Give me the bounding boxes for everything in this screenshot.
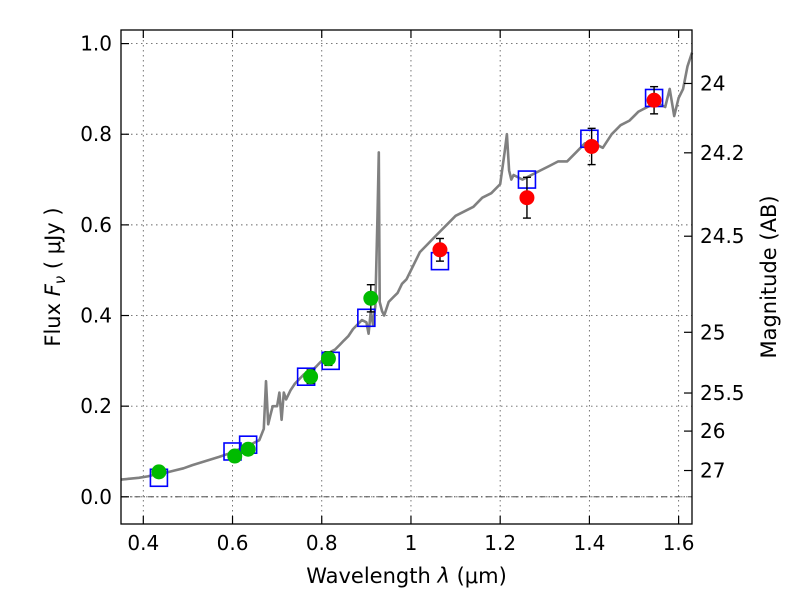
magnitude-tick-label: 24.2 <box>700 141 745 165</box>
labels-layer: Wavelength λ (μm) Flux Fν ( μJy ) Magnit… <box>41 195 781 588</box>
photometry-point <box>584 138 600 154</box>
photometry-point <box>519 190 535 206</box>
x-tick-label: 1 <box>405 531 418 555</box>
magnitude-tick-label: 26 <box>700 419 725 443</box>
photometry-point <box>432 242 448 258</box>
photometry-point <box>303 369 319 385</box>
y-tick-label: 0.4 <box>80 304 112 328</box>
y-tick-label: 0.2 <box>80 394 112 418</box>
spectrum-line <box>120 52 694 481</box>
right-axis-label: Magnitude (AB) <box>757 195 781 358</box>
y-tick-label: 1.0 <box>80 32 112 56</box>
plot-frame <box>120 29 693 525</box>
magnitude-tick-label: 25.5 <box>700 381 745 405</box>
x-axis-label: Wavelength λ (μm) <box>306 564 507 588</box>
photometry-point <box>240 441 256 457</box>
x-tick-label: 1.6 <box>663 531 695 555</box>
photometry-point <box>151 464 167 480</box>
x-tick-label: 0.6 <box>217 531 249 555</box>
magnitude-tick-label: 25 <box>700 320 725 344</box>
x-tick-label: 1.2 <box>484 531 516 555</box>
photometry-point <box>646 92 662 108</box>
y-tick-label: 0.8 <box>80 122 112 146</box>
photometry-point <box>320 351 336 367</box>
y-tick-label: 0.6 <box>80 213 112 237</box>
x-tick-label: 0.8 <box>306 531 338 555</box>
x-tick-label: 0.4 <box>127 531 159 555</box>
ticks-layer: 0.4 0.6 0.8 1 1.2 1.4 1.6 0.0 0.2 0.4 0.6 0.8 1.0 24 2… <box>80 30 745 555</box>
magnitude-tick-label: 24 <box>700 71 725 95</box>
magnitude-tick-label: 24.5 <box>700 224 745 248</box>
photometry-point <box>227 448 243 464</box>
y-tick-label: 0.0 <box>80 485 112 509</box>
photometry-point <box>363 290 379 306</box>
y-axis-label: Flux Fν ( μJy ) <box>41 207 69 346</box>
spectrum-layer <box>120 52 694 481</box>
model-photometry-square <box>357 308 376 328</box>
magnitude-tick-label: 27 <box>700 459 725 483</box>
photometry-points-layer <box>151 85 662 480</box>
x-tick-label: 1.4 <box>573 531 605 555</box>
